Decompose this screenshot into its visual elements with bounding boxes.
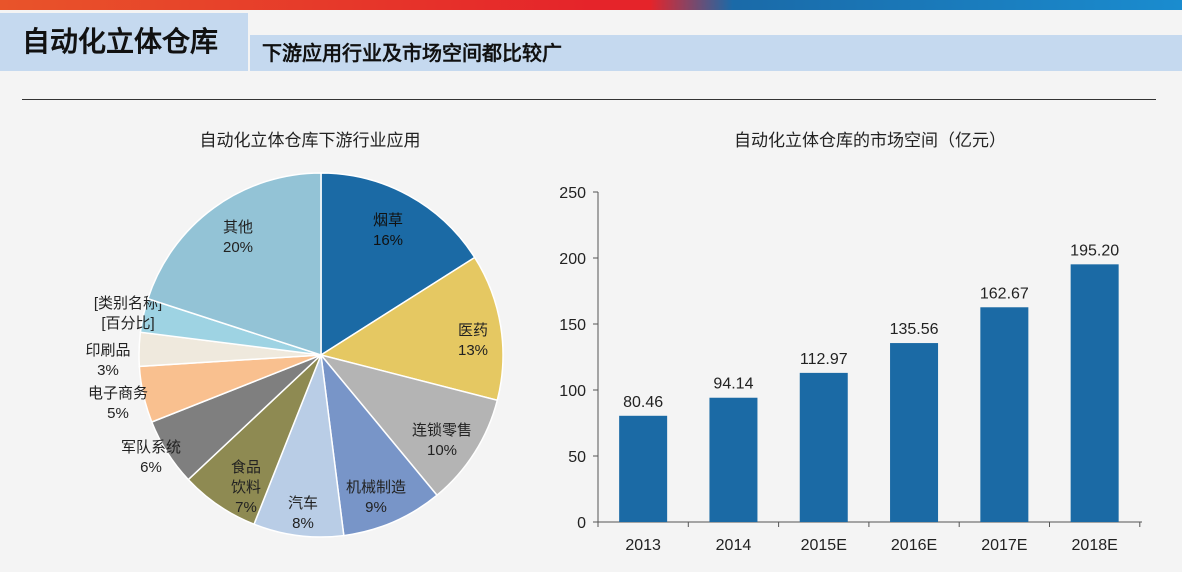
bar-title: 自动化立体仓库的市场空间（亿元） — [734, 131, 1006, 150]
page-subtitle: 下游应用行业及市场空间都比较广 — [250, 35, 1182, 71]
pie-label: 6% — [140, 459, 162, 476]
y-tick-label: 0 — [577, 515, 586, 532]
bar — [709, 397, 758, 522]
pie-label: 饮料 — [231, 479, 261, 496]
y-tick-label: 200 — [559, 251, 586, 268]
pie-label: 汽车 — [288, 495, 318, 512]
pie-slice — [319, 256, 504, 402]
bar-value-label: 80.46 — [623, 394, 663, 411]
x-tick-label: 2015E — [801, 537, 847, 554]
y-tick-label: 50 — [568, 449, 586, 466]
pie-slice — [318, 353, 499, 497]
y-tick-label: 100 — [559, 383, 586, 400]
pie-label: [百分比] — [101, 315, 154, 332]
pie-label: 7% — [235, 499, 257, 516]
pie-slice — [146, 172, 322, 357]
pie-label: 军队系统 — [121, 439, 181, 456]
bar-value-label: 94.14 — [713, 376, 753, 393]
bar — [1070, 264, 1119, 522]
x-tick-label: 2017E — [981, 537, 1027, 554]
pie-label: 其他 — [223, 219, 253, 236]
bar-chart: 0 50 100 150 200 250 80.46 2013 94.14 2014 112.97 2… — [559, 185, 1142, 554]
pie-title: 自动化立体仓库下游行业应用 — [199, 131, 421, 150]
y-tick-label: 250 — [559, 185, 586, 202]
bar — [619, 415, 668, 522]
bar-value-label: 195.20 — [1070, 242, 1119, 259]
x-tick-label: 2014 — [716, 537, 752, 554]
pie-label: 5% — [107, 405, 129, 422]
pie-label: 医药 — [458, 322, 488, 339]
x-tick-label: 2018E — [1072, 537, 1118, 554]
pie-label: 9% — [365, 499, 387, 516]
divider — [22, 99, 1156, 100]
top-color-bar — [0, 0, 1182, 10]
pie-label: 电子商务 — [88, 385, 148, 402]
pie-label: 印刷品 — [85, 342, 130, 359]
bar — [799, 372, 848, 522]
x-tick-label: 2016E — [891, 537, 937, 554]
pie-label: 连锁零售 — [412, 422, 472, 439]
bar-value-label: 162.67 — [980, 285, 1029, 302]
y-tick-label: 150 — [559, 317, 586, 334]
pie-label: 烟草 — [373, 212, 403, 229]
pie-slice — [319, 352, 439, 537]
pie-label: 16% — [373, 232, 403, 249]
pie-label: 8% — [292, 515, 314, 532]
bar-value-label: 112.97 — [800, 351, 848, 368]
pie-label: 13% — [458, 342, 488, 359]
pie-label: 10% — [427, 442, 457, 459]
pie-label: [类别名称] — [94, 295, 162, 312]
pie-slice — [253, 354, 345, 538]
bar — [890, 343, 939, 522]
pie-label: 食品 — [231, 459, 261, 476]
bar-value-label: 135.56 — [890, 321, 939, 338]
pie-label: 机械制造 — [346, 479, 406, 496]
page-title: 自动化立体仓库 — [0, 13, 248, 71]
x-tick-label: 2013 — [625, 537, 661, 554]
pie-label: 20% — [223, 239, 253, 256]
bar — [980, 307, 1029, 522]
pie-label: 3% — [97, 362, 119, 379]
pie-slice — [320, 172, 476, 357]
